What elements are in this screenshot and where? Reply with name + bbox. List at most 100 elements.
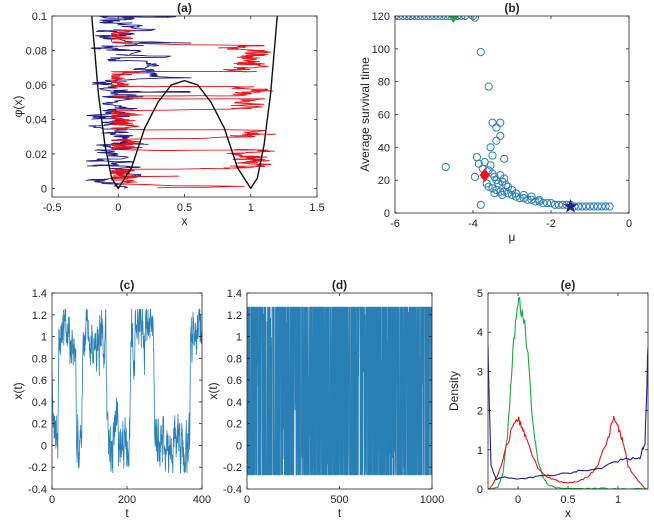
scatter-point — [426, 16, 435, 21]
y-tick-label: -0.2 — [28, 462, 47, 474]
scatter-point — [461, 16, 470, 21]
x-tick-label: 0 — [515, 494, 521, 506]
scatter-point — [585, 202, 595, 211]
plot-area-a — [85, 16, 278, 190]
y-tick-label: -0.2 — [223, 462, 242, 474]
panel-title: (c) — [120, 278, 135, 292]
y-axis-label: Average survival time — [358, 57, 372, 172]
y-tick-label: 5 — [477, 288, 483, 300]
y-tick-label: 0 — [236, 440, 242, 452]
y-tick-label: 1.2 — [32, 310, 47, 322]
x-tick-label: 200 — [118, 494, 136, 506]
y-axis-label: x(t) — [206, 382, 220, 399]
plot-area-c — [52, 308, 202, 474]
y-axis-label: Density — [447, 371, 461, 411]
scatter-point — [488, 151, 497, 160]
y-tick-label: 2 — [477, 406, 483, 418]
scatter-point — [492, 123, 501, 132]
y-axis-label: φ(x) — [11, 96, 25, 118]
x-tick-label: 1000 — [420, 494, 444, 506]
y-tick-label: 0.02 — [26, 149, 47, 161]
series-line-green-density — [488, 296, 648, 489]
x-axis-label: t — [125, 506, 129, 520]
scatter-point — [578, 202, 587, 211]
scatter-point — [410, 16, 419, 21]
scatter-point — [429, 16, 439, 21]
series-line-red-density — [489, 415, 647, 489]
panel-title: (e) — [561, 278, 576, 292]
panel-e: 0 0.5 1 0 1 2 3 4 5 (e) x Density — [447, 278, 649, 520]
scatter-point — [437, 16, 446, 21]
y-tick-label: 0.6 — [227, 375, 242, 387]
scatter-point — [422, 16, 431, 21]
y-tick-label: 4 — [477, 327, 483, 339]
scatter-point — [445, 16, 454, 21]
potential-curve — [91, 16, 278, 190]
y-tick-label: -0.4 — [223, 484, 242, 496]
scatter-point — [490, 189, 499, 198]
y-tick-label: 40 — [378, 142, 390, 154]
x-tick-label: 0.5 — [560, 494, 575, 506]
y-tick-label: 0.04 — [26, 114, 47, 126]
scatter-point — [574, 202, 583, 211]
scatter-point — [543, 199, 552, 208]
x-tick-label: -0.5 — [43, 202, 62, 214]
scatter-point — [498, 190, 507, 200]
scatter-point — [519, 190, 528, 200]
x-tick-label: 400 — [193, 494, 211, 506]
y-tick-label: 3 — [477, 366, 483, 378]
scatter-point — [484, 182, 493, 191]
scatter-point — [486, 161, 495, 170]
scatter-point — [474, 159, 483, 168]
plot-area-b — [395, 16, 614, 213]
scatter-point — [527, 192, 536, 201]
x-tick-label: 0 — [244, 494, 250, 506]
scatter-point — [519, 194, 528, 203]
scatter-point — [433, 16, 442, 21]
y-tick-label: 0 — [41, 183, 47, 195]
scatter-point — [550, 200, 560, 209]
y-tick-label: 1.4 — [227, 288, 242, 300]
series-line-blue-density — [488, 346, 648, 481]
blue-marker — [563, 198, 578, 213]
scatter-point — [468, 16, 478, 21]
axes-frame-b — [394, 15, 630, 214]
scatter-point — [535, 195, 544, 204]
y-tick-label: 100 — [372, 44, 390, 56]
scatter-point — [507, 185, 517, 195]
y-tick-label: -0.4 — [28, 484, 47, 496]
y-tick-label: 1 — [236, 332, 242, 344]
scatter-point — [457, 16, 466, 21]
y-tick-label: 20 — [378, 175, 390, 187]
y-tick-label: 1 — [477, 445, 483, 457]
y-tick-label: 60 — [378, 110, 390, 122]
scatter-point — [406, 16, 415, 21]
y-tick-label: 0 — [384, 208, 390, 220]
y-tick-label: 0.2 — [32, 419, 47, 431]
series-line-blue-trajectory — [85, 16, 192, 189]
scatter-point — [500, 154, 509, 163]
scatter-point — [418, 16, 427, 21]
panel-d: 0 500 1000 -0.4 -0.2 0 0.2 0.4 0.6 0.8 1 1.2 1.4 (d) t… — [206, 278, 444, 520]
x-tick-label: 0 — [626, 218, 632, 230]
panel-title: (a) — [177, 1, 192, 15]
scatter-point — [597, 202, 606, 211]
scatter-point — [593, 202, 602, 211]
x-axis-label: t — [338, 506, 342, 520]
panel-title: (d) — [332, 278, 347, 292]
x-tick-label: 1 — [248, 202, 254, 214]
scatter-point — [546, 199, 556, 208]
series-line-x-t — [52, 308, 202, 474]
y-tick-label: 0.1 — [32, 11, 47, 23]
scatter-point — [484, 82, 493, 91]
y-tick-label: 0 — [477, 484, 483, 496]
x-tick-label: -6 — [390, 218, 400, 230]
y-tick-label: 0.6 — [32, 375, 47, 387]
x-tick-label: 500 — [330, 494, 348, 506]
series-line-red-trajectory — [111, 28, 276, 189]
y-tick-label: 0.8 — [32, 353, 47, 365]
scatter-point — [589, 202, 599, 211]
y-tick-label: 0.06 — [26, 80, 47, 92]
panel-title: (b) — [504, 1, 519, 15]
